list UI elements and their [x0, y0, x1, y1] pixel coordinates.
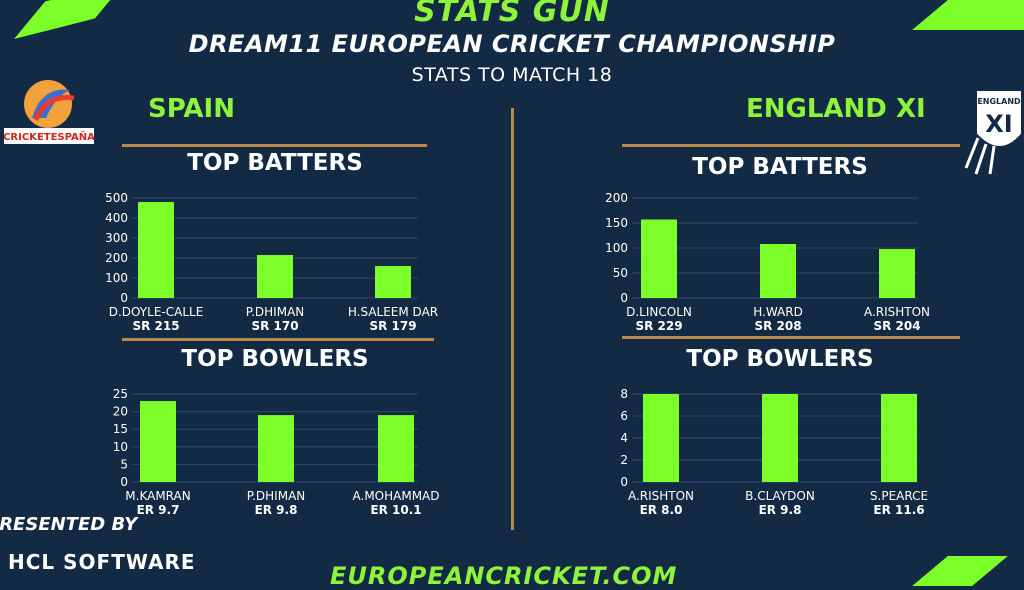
- x-tick-label: D.DOYLE-CALLE: [109, 305, 204, 319]
- x-tick-label: P.DHIMAN: [246, 305, 305, 319]
- presented-by-label: PRESENTED BY: [0, 514, 138, 535]
- cricket-espana-logo: CRICKETESPAÑA: [2, 78, 96, 150]
- team-name-right: ENGLAND XI: [746, 94, 926, 124]
- x-sublabel: SR 229: [635, 319, 682, 333]
- y-tick-label: 300: [105, 231, 128, 245]
- section-title-spain-batters: TOP BATTERS: [187, 150, 363, 176]
- bar: [641, 219, 677, 298]
- y-tick-label: 0: [620, 291, 628, 305]
- page-title: DREAM11 EUROPEAN CRICKET CHAMPIONSHIP: [188, 30, 836, 58]
- section-title-spain-bowlers: TOP BOWLERS: [181, 346, 369, 372]
- y-tick-label: 20: [113, 405, 128, 419]
- x-tick-label: D.LINCOLN: [626, 305, 692, 319]
- y-tick-label: 50: [613, 266, 628, 280]
- x-tick-label: H.WARD: [753, 305, 803, 319]
- x-sublabel: SR 204: [873, 319, 920, 333]
- brand-title: STATS GUN: [414, 0, 610, 29]
- x-tick-label: A.MOHAMMAD: [353, 489, 440, 503]
- divider-left-mid: [122, 338, 434, 341]
- x-sublabel: SR 170: [251, 319, 298, 333]
- x-sublabel: ER 8.0: [640, 503, 683, 517]
- y-tick-label: 0: [120, 291, 128, 305]
- x-sublabel: ER 9.7: [137, 503, 180, 517]
- x-tick-label: A.RISHTON: [628, 489, 694, 503]
- decorative-stripe-bottom-right: [912, 556, 1008, 586]
- y-tick-label: 25: [113, 387, 128, 401]
- x-sublabel: SR 179: [369, 319, 416, 333]
- x-sublabel: SR 208: [754, 319, 801, 333]
- bar: [643, 394, 679, 482]
- y-tick-label: 500: [105, 191, 128, 205]
- x-tick-label: M.KAMRAN: [125, 489, 190, 503]
- x-tick-label: H.SALEEM DAR: [348, 305, 438, 319]
- y-tick-label: 8: [620, 387, 628, 401]
- section-title-england-batters: TOP BATTERS: [692, 154, 868, 180]
- divider-right-top: [622, 144, 960, 147]
- x-sublabel: ER 9.8: [255, 503, 298, 517]
- bar: [375, 266, 411, 298]
- x-tick-label: B.CLAYDON: [745, 489, 815, 503]
- divider-right-mid: [622, 336, 960, 339]
- team-name-left: SPAIN: [148, 94, 235, 124]
- y-tick-label: 6: [620, 409, 628, 423]
- bar: [257, 255, 293, 298]
- bar: [258, 415, 294, 482]
- x-tick-label: S.PEARCE: [870, 489, 928, 503]
- bar: [762, 394, 798, 482]
- bar: [879, 249, 915, 298]
- bar: [881, 394, 917, 482]
- y-tick-label: 4: [620, 431, 628, 445]
- center-divider: [511, 108, 514, 530]
- y-tick-label: 200: [105, 251, 128, 265]
- x-tick-label: P.DHIMAN: [247, 489, 306, 503]
- y-tick-label: 200: [605, 191, 628, 205]
- y-tick-label: 150: [605, 216, 628, 230]
- bar: [378, 415, 414, 482]
- y-tick-label: 0: [120, 475, 128, 489]
- svg-text:ENGLAND: ENGLAND: [977, 97, 1021, 106]
- page-subtitle: STATS TO MATCH 18: [411, 64, 613, 86]
- y-tick-label: 100: [105, 271, 128, 285]
- y-tick-label: 0: [620, 475, 628, 489]
- sponsor-name: HCL SOFTWARE: [8, 550, 196, 574]
- y-tick-label: 5: [120, 457, 128, 471]
- x-sublabel: ER 10.1: [370, 503, 421, 517]
- x-sublabel: ER 9.8: [759, 503, 802, 517]
- y-tick-label: 10: [113, 440, 128, 454]
- cricket-espana-logo-text: CRICKETESPAÑA: [3, 130, 95, 143]
- x-tick-label: A.RISHTON: [864, 305, 930, 319]
- y-tick-label: 100: [605, 241, 628, 255]
- svg-text:XI: XI: [985, 110, 1012, 138]
- presented-by-banner: PRESENTED BY: [0, 512, 137, 540]
- y-tick-label: 15: [113, 422, 128, 436]
- y-tick-label: 2: [620, 453, 628, 467]
- section-title-england-bowlers: TOP BOWLERS: [686, 346, 874, 372]
- x-sublabel: ER 11.6: [873, 503, 924, 517]
- bar: [760, 244, 796, 298]
- footer-website[interactable]: EUROPEANCRICKET.COM: [330, 562, 678, 590]
- bar: [140, 401, 176, 482]
- y-tick-label: 400: [105, 211, 128, 225]
- england-xi-logo: ENGLAND XI: [960, 82, 1024, 178]
- bar: [138, 202, 174, 298]
- x-sublabel: SR 215: [132, 319, 179, 333]
- divider-left-top: [122, 144, 427, 147]
